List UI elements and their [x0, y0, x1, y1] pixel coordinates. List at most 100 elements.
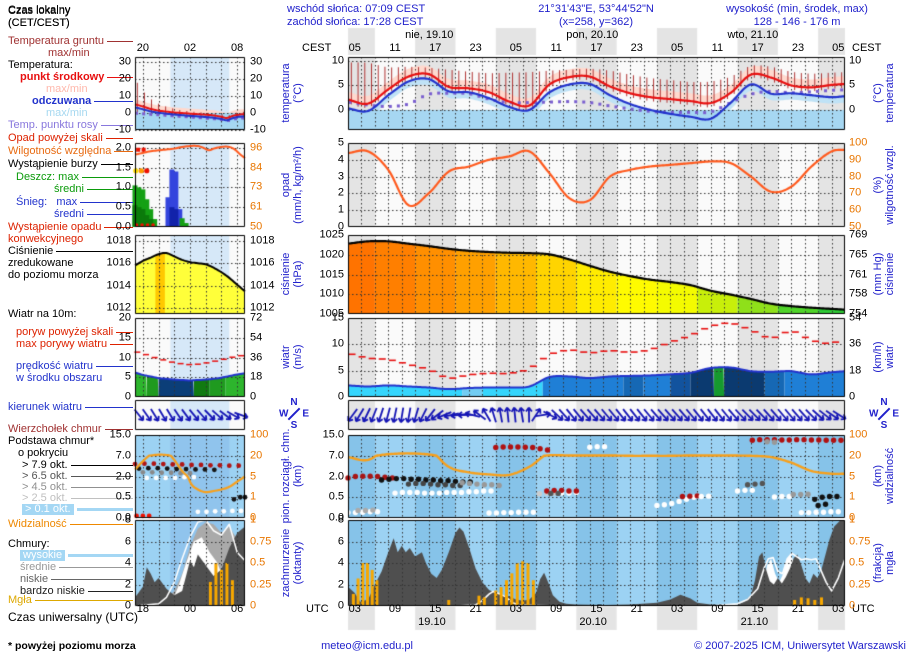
coordinates-text: 21°31'43"E, 53°44'52"N — [538, 3, 654, 15]
axis-tick: 0.75 — [250, 535, 272, 547]
axis-tick: 18 — [849, 364, 862, 377]
hour-label-local: 05 — [348, 42, 361, 54]
legend-label-okt01: > 0.1 okt. — [22, 504, 74, 515]
axis-tick: 0.75 — [849, 535, 871, 547]
axis-tick: 1 — [849, 490, 856, 503]
legend-wysokie: wysokie — [20, 550, 133, 561]
utc-label-left: UTC — [306, 603, 329, 615]
legend-label-poryw: poryw powyżej skali — [16, 326, 114, 338]
legend-connector — [96, 366, 133, 367]
axis-tick: 20 — [118, 311, 131, 324]
axis-tick: 1012 — [250, 301, 275, 314]
legend-label-temp-gruntu: Temperatura gruntu — [8, 35, 104, 47]
hour-label-local: 05 — [670, 42, 684, 54]
legend-label-punkt-rosy: Temp. punktu rosy — [8, 119, 98, 131]
legend-connector — [34, 600, 133, 601]
axis-tick: 1.5 — [115, 161, 131, 174]
legend-connector — [59, 567, 133, 568]
axis-title-right-wiatr: (km/h) wiatr — [872, 341, 896, 373]
date-label: 20.10 — [579, 616, 607, 628]
legend-predkosc-2: w środku obszaru — [16, 373, 133, 384]
legend-podstawa: Podstawa chmur* — [8, 436, 133, 447]
axis-tick: 18 — [250, 370, 263, 383]
axis-tick: 20 — [118, 72, 131, 85]
axis-tick: 1 — [250, 513, 257, 526]
axis-tick: 0.0 — [328, 511, 344, 524]
local-time-sub: (CET/CEST) — [8, 17, 70, 29]
axis-tick: 1.0 — [115, 180, 131, 193]
legend-connector — [69, 524, 133, 525]
legend-niskie: niskie — [20, 574, 133, 585]
axis-tick: 5 — [337, 78, 344, 91]
legend-temp-gruntu: Temperatura gruntu — [8, 36, 133, 47]
date-label: 21.10 — [740, 616, 769, 628]
axis-tick: 1014 — [106, 279, 131, 292]
axis-tick: 36 — [849, 337, 862, 350]
legend-label-niskie: niskie — [20, 573, 49, 585]
hour-label-utc: 21 — [469, 603, 482, 615]
axis-tick: 2 — [337, 186, 344, 199]
legend-connector — [70, 487, 133, 488]
hour-label-local: 23 — [630, 42, 643, 54]
axis-tick: 1020 — [319, 248, 344, 261]
legend-poryw: poryw powyżej skali — [16, 327, 133, 338]
legend-label-opad-konw: Wystąpienie opadu — [8, 221, 102, 233]
axis-tick: 0 — [849, 511, 856, 524]
legend-deszcz-max: Deszcz: max — [16, 172, 133, 183]
axis-title-left-wiatr: wiatr (m/s) — [280, 344, 304, 370]
local-time-label: Czas lokalny — [8, 4, 71, 16]
axis-tick: 1010 — [319, 287, 344, 300]
legend-label-srednie: średnie — [20, 561, 57, 573]
sunrise-text: wschód słońca: 07:09 CEST — [287, 3, 426, 15]
contact-email-link[interactable]: meteo@icm.edu.pl — [321, 640, 413, 652]
axis-tick: 0.25 — [849, 578, 871, 590]
axis-tick: 6 — [124, 535, 131, 547]
axis-tick: 1015 — [319, 268, 344, 280]
mini-hour-label-utc: 18 — [136, 603, 149, 615]
axis-tick: -10 — [250, 123, 266, 136]
axis-tick: 1016 — [250, 256, 275, 269]
legend-okt01: > 0.1 okt. — [22, 504, 133, 515]
legend-connector — [84, 407, 133, 408]
legend-connector — [56, 251, 133, 252]
axis-tick: 0 — [337, 220, 344, 233]
legend-label-odczuwana: odczuwana — [32, 95, 92, 107]
hour-label-utc: 21 — [791, 603, 805, 615]
axis-tick: 8 — [124, 513, 131, 526]
axis-tick: 0 — [124, 390, 131, 403]
axis-tick: 96 — [250, 141, 263, 154]
axis-tick: 60 — [849, 203, 862, 216]
hour-label-utc: 03 — [670, 603, 684, 615]
hour-label-utc: 09 — [550, 603, 563, 615]
legend-max-porywy: max porywy wiatru — [16, 339, 133, 350]
legend-label-predkosc: prędkość wiatru — [16, 360, 94, 372]
legend-label-odczuwana-maxmin: max/min — [46, 107, 88, 119]
legend-opad-konw: Wystąpienie opadu — [8, 222, 133, 233]
hour-label-utc: 15 — [429, 603, 442, 615]
axis-tick: 3 — [337, 170, 344, 183]
hour-label-local: 23 — [791, 42, 805, 54]
legend-czas-lokalny-2: (CET/CEST) — [8, 18, 133, 29]
legend-connector — [68, 554, 133, 557]
axis-tick: 0 — [250, 511, 257, 524]
axis-tick: 54 — [250, 331, 263, 344]
axis-tick: 0.5 — [250, 556, 266, 569]
legend-connector — [100, 125, 133, 126]
tz-label-right: CEST — [852, 42, 882, 54]
sunset-text: zachód słońca: 17:28 CEST — [287, 16, 424, 28]
hour-label-utc: 21 — [630, 603, 643, 615]
day-label: pon, 20.10 — [566, 29, 619, 41]
legend-connector — [81, 177, 133, 178]
legend-label-burza: Wystąpienie burzy — [8, 158, 98, 170]
legend-label-wierzcholek: Wierzchołek chmur — [8, 423, 102, 435]
legend-panel: Czas lokalny (CET/CEST) Temperatura gruntu… — [8, 0, 138, 660]
axis-tick: 100 — [250, 428, 269, 441]
axis-tick: 70 — [849, 186, 862, 199]
legend-label-footnote: * powyżej poziomu morza — [8, 640, 136, 652]
mini-hour-label-local: 20 — [136, 42, 149, 54]
legend-okt45: > 4.5 okt. — [22, 482, 133, 493]
axis-tick: 5 — [849, 470, 856, 482]
legend-burza: Wystąpienie burzy — [8, 159, 133, 170]
legend-label-cisnienie-3: do poziomu morza — [8, 269, 99, 281]
